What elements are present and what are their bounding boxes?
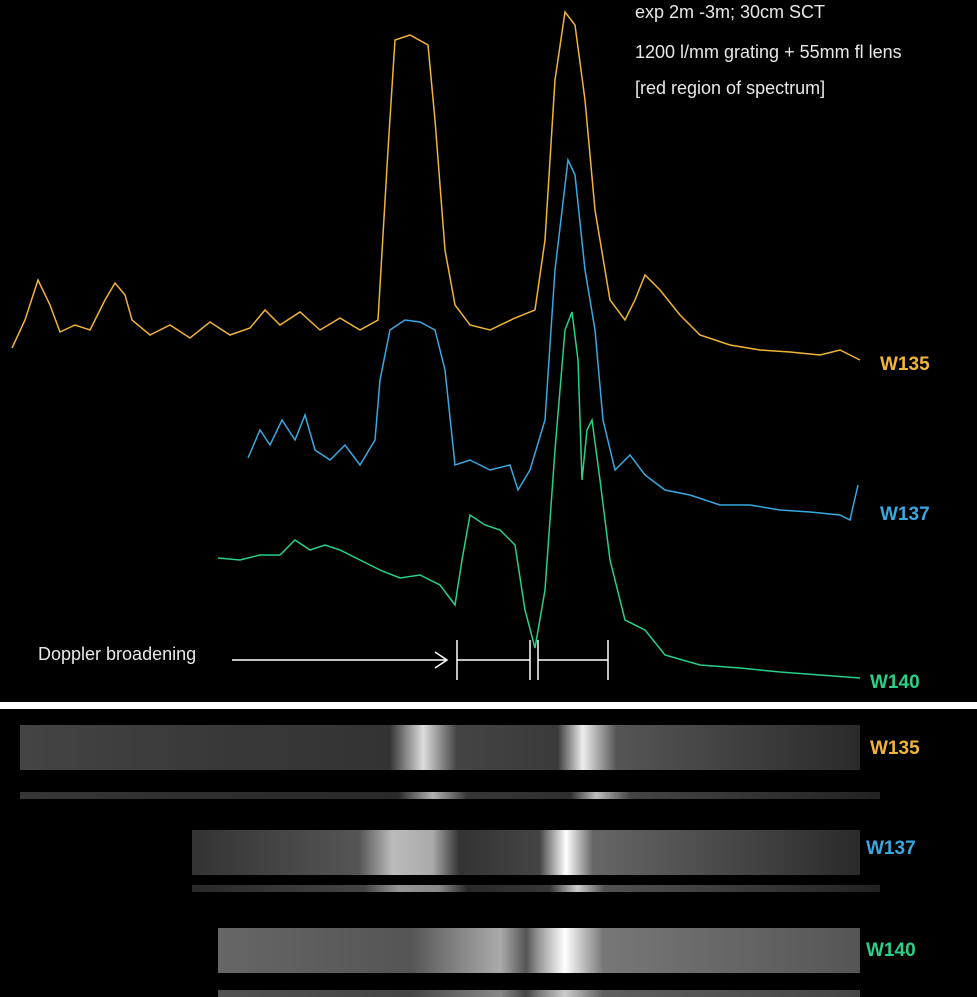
page: {"notes": ["exp 2m -3m; 30cm SCT", "1200… (0, 0, 977, 997)
strip-label: W140 (866, 940, 916, 961)
note: [red region of spectrum] (635, 78, 825, 98)
spectrum-figure: exp 2m -3m; 30cm SCT 1200 l/mm grating +… (0, 0, 977, 997)
annotation: Doppler broadening (38, 644, 196, 664)
spectrum-strip (192, 830, 860, 875)
profile-label: W135 (880, 354, 930, 375)
spectrum-strip (218, 928, 860, 973)
spectrum-strip (20, 725, 860, 770)
strip-label: W137 (866, 838, 916, 859)
note: 1200 l/mm grating + 55mm fl lens (635, 42, 902, 62)
profile-label: W137 (880, 504, 930, 525)
note: exp 2m -3m; 30cm SCT (635, 2, 825, 22)
spectrum-trace (192, 885, 880, 892)
spectrum-trace (218, 990, 860, 997)
profile-label: W140 (870, 672, 920, 693)
spectrum-trace (20, 792, 880, 799)
strip-label: W135 (870, 738, 920, 759)
separator (0, 702, 977, 709)
